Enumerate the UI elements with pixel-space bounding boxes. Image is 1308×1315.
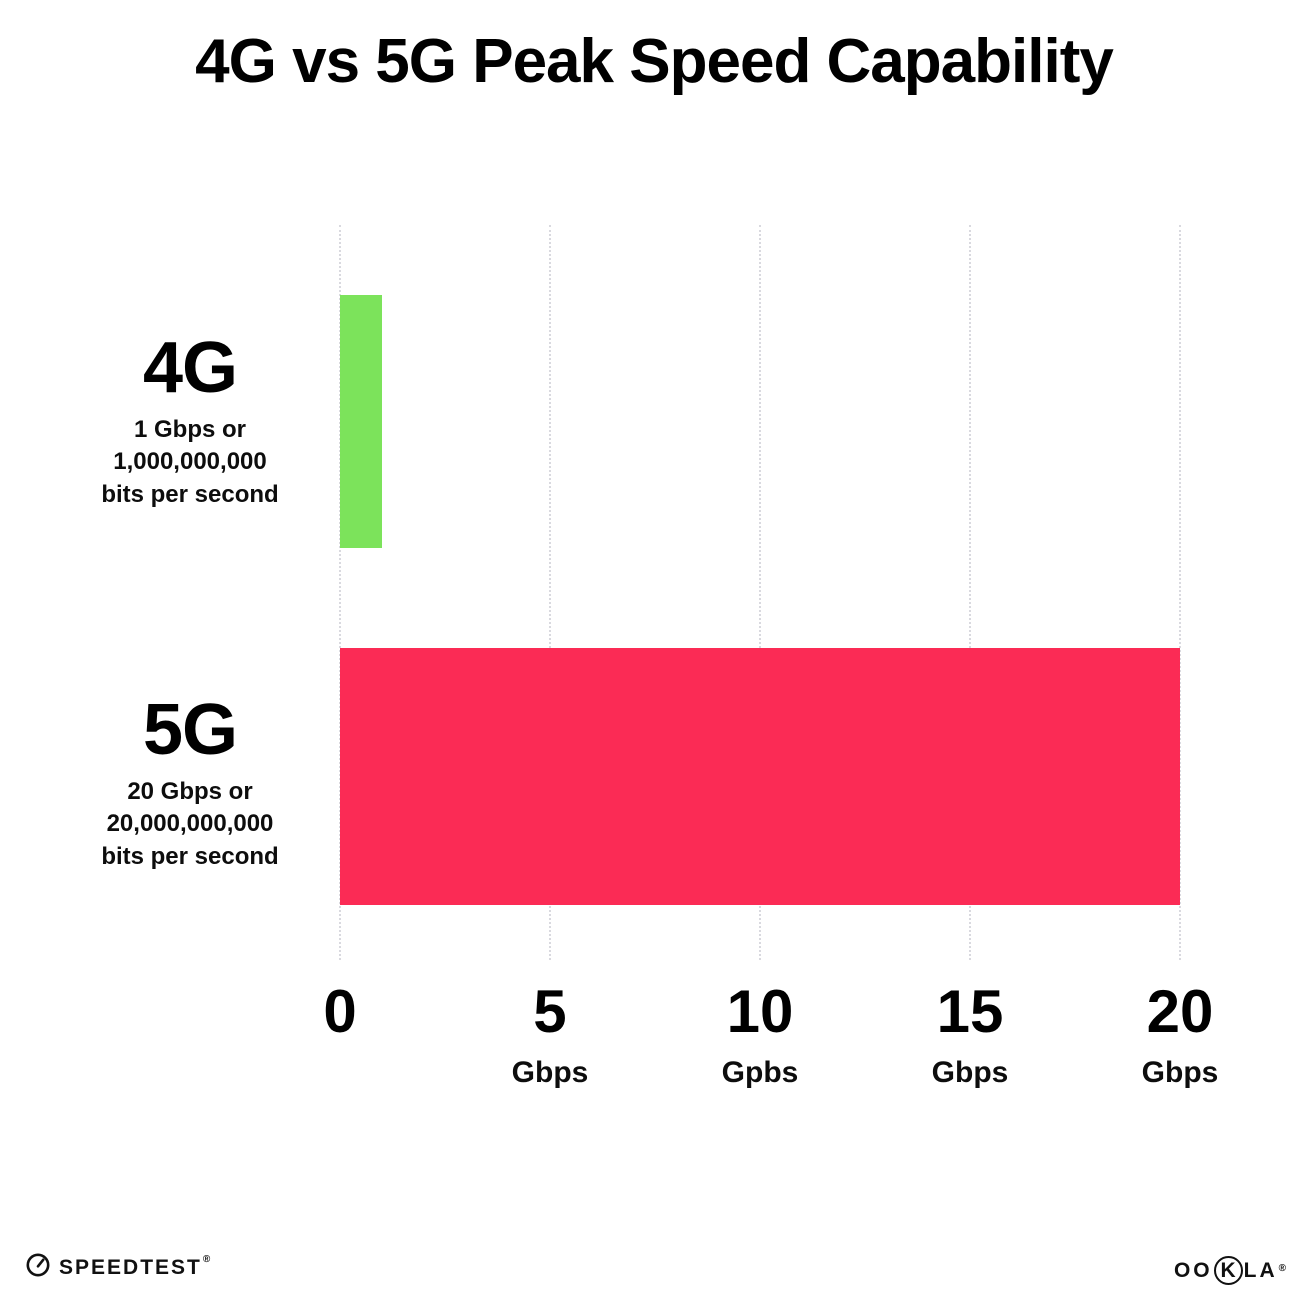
x-tick-15: 15 Gbps [932, 982, 1009, 1090]
x-tick-20: 20 Gbps [1142, 982, 1219, 1090]
footer: SPEEDTEST® OO K LA ® [0, 1252, 1308, 1296]
row-label-4g: 4G 1 Gbps or 1,000,000,000 bits per seco… [50, 332, 330, 511]
speedtest-logo: SPEEDTEST® [25, 1252, 210, 1284]
x-axis: 0 5 Gbps 10 Gpbs 15 Gbps 20 Gbps [323, 982, 1218, 1102]
row-label-4g-desc-line2: 1,000,000,000 [113, 448, 267, 476]
row-label-5g-title: 5G [142, 690, 238, 770]
row-label-5g-desc-line2: 20,000,000,000 [106, 810, 274, 838]
gridline-15 [969, 225, 971, 960]
row-label-4g-desc: 1 Gbps or 1,000,000,000 bits per second [50, 414, 330, 511]
speedtest-trademark: ® [202, 1254, 211, 1265]
plot-area [339, 225, 1181, 960]
ookla-wordmark-right: LA [1243, 1258, 1278, 1282]
ookla-k-circle: K [1213, 1256, 1243, 1285]
x-tick-5-number: 5 [533, 978, 567, 1045]
x-tick-20-unit: Gbps [1141, 1056, 1219, 1089]
ookla-trademark: ® [1278, 1263, 1286, 1274]
row-label-5g-desc-line3: bits per second [101, 842, 279, 870]
row-label-4g-desc-line3: bits per second [101, 480, 279, 508]
speedtest-wordmark: SPEEDTEST® [59, 1254, 211, 1279]
chart-title: 4G vs 5G Peak Speed Capability [195, 27, 1114, 96]
x-tick-5-unit: Gbps [511, 1056, 589, 1089]
x-tick-0: 0 [323, 982, 356, 1056]
x-tick-10-unit: Gpbs [721, 1056, 799, 1089]
row-label-4g-desc-line1: 1 Gbps or [133, 416, 247, 443]
x-tick-15-unit: Gbps [931, 1056, 1009, 1089]
row-label-4g-title: 4G [142, 328, 238, 408]
ookla-logo: OO K LA ® [1174, 1256, 1286, 1285]
row-label-5g-desc: 20 Gbps or 20,000,000,000 bits per secon… [50, 776, 330, 873]
gridline-20 [1179, 225, 1181, 960]
x-tick-10: 10 Gpbs [722, 982, 799, 1090]
x-tick-15-number: 15 [936, 978, 1004, 1045]
gridline-10 [759, 225, 761, 960]
gridline-5 [549, 225, 551, 960]
x-tick-0-number: 0 [323, 978, 357, 1045]
x-tick-5: 5 Gbps [512, 982, 589, 1090]
bar-4g [340, 295, 382, 548]
speedtest-gauge-icon [25, 1252, 51, 1284]
gridline-0 [339, 225, 341, 960]
row-label-5g: 5G 20 Gbps or 20,000,000,000 bits per se… [50, 694, 330, 873]
ookla-wordmark-left: OO [1173, 1258, 1213, 1282]
x-tick-10-number: 10 [726, 978, 794, 1045]
row-label-5g-desc-line1: 20 Gbps or [127, 778, 253, 805]
x-tick-20-number: 20 [1146, 978, 1214, 1045]
bar-5g [340, 648, 1180, 905]
